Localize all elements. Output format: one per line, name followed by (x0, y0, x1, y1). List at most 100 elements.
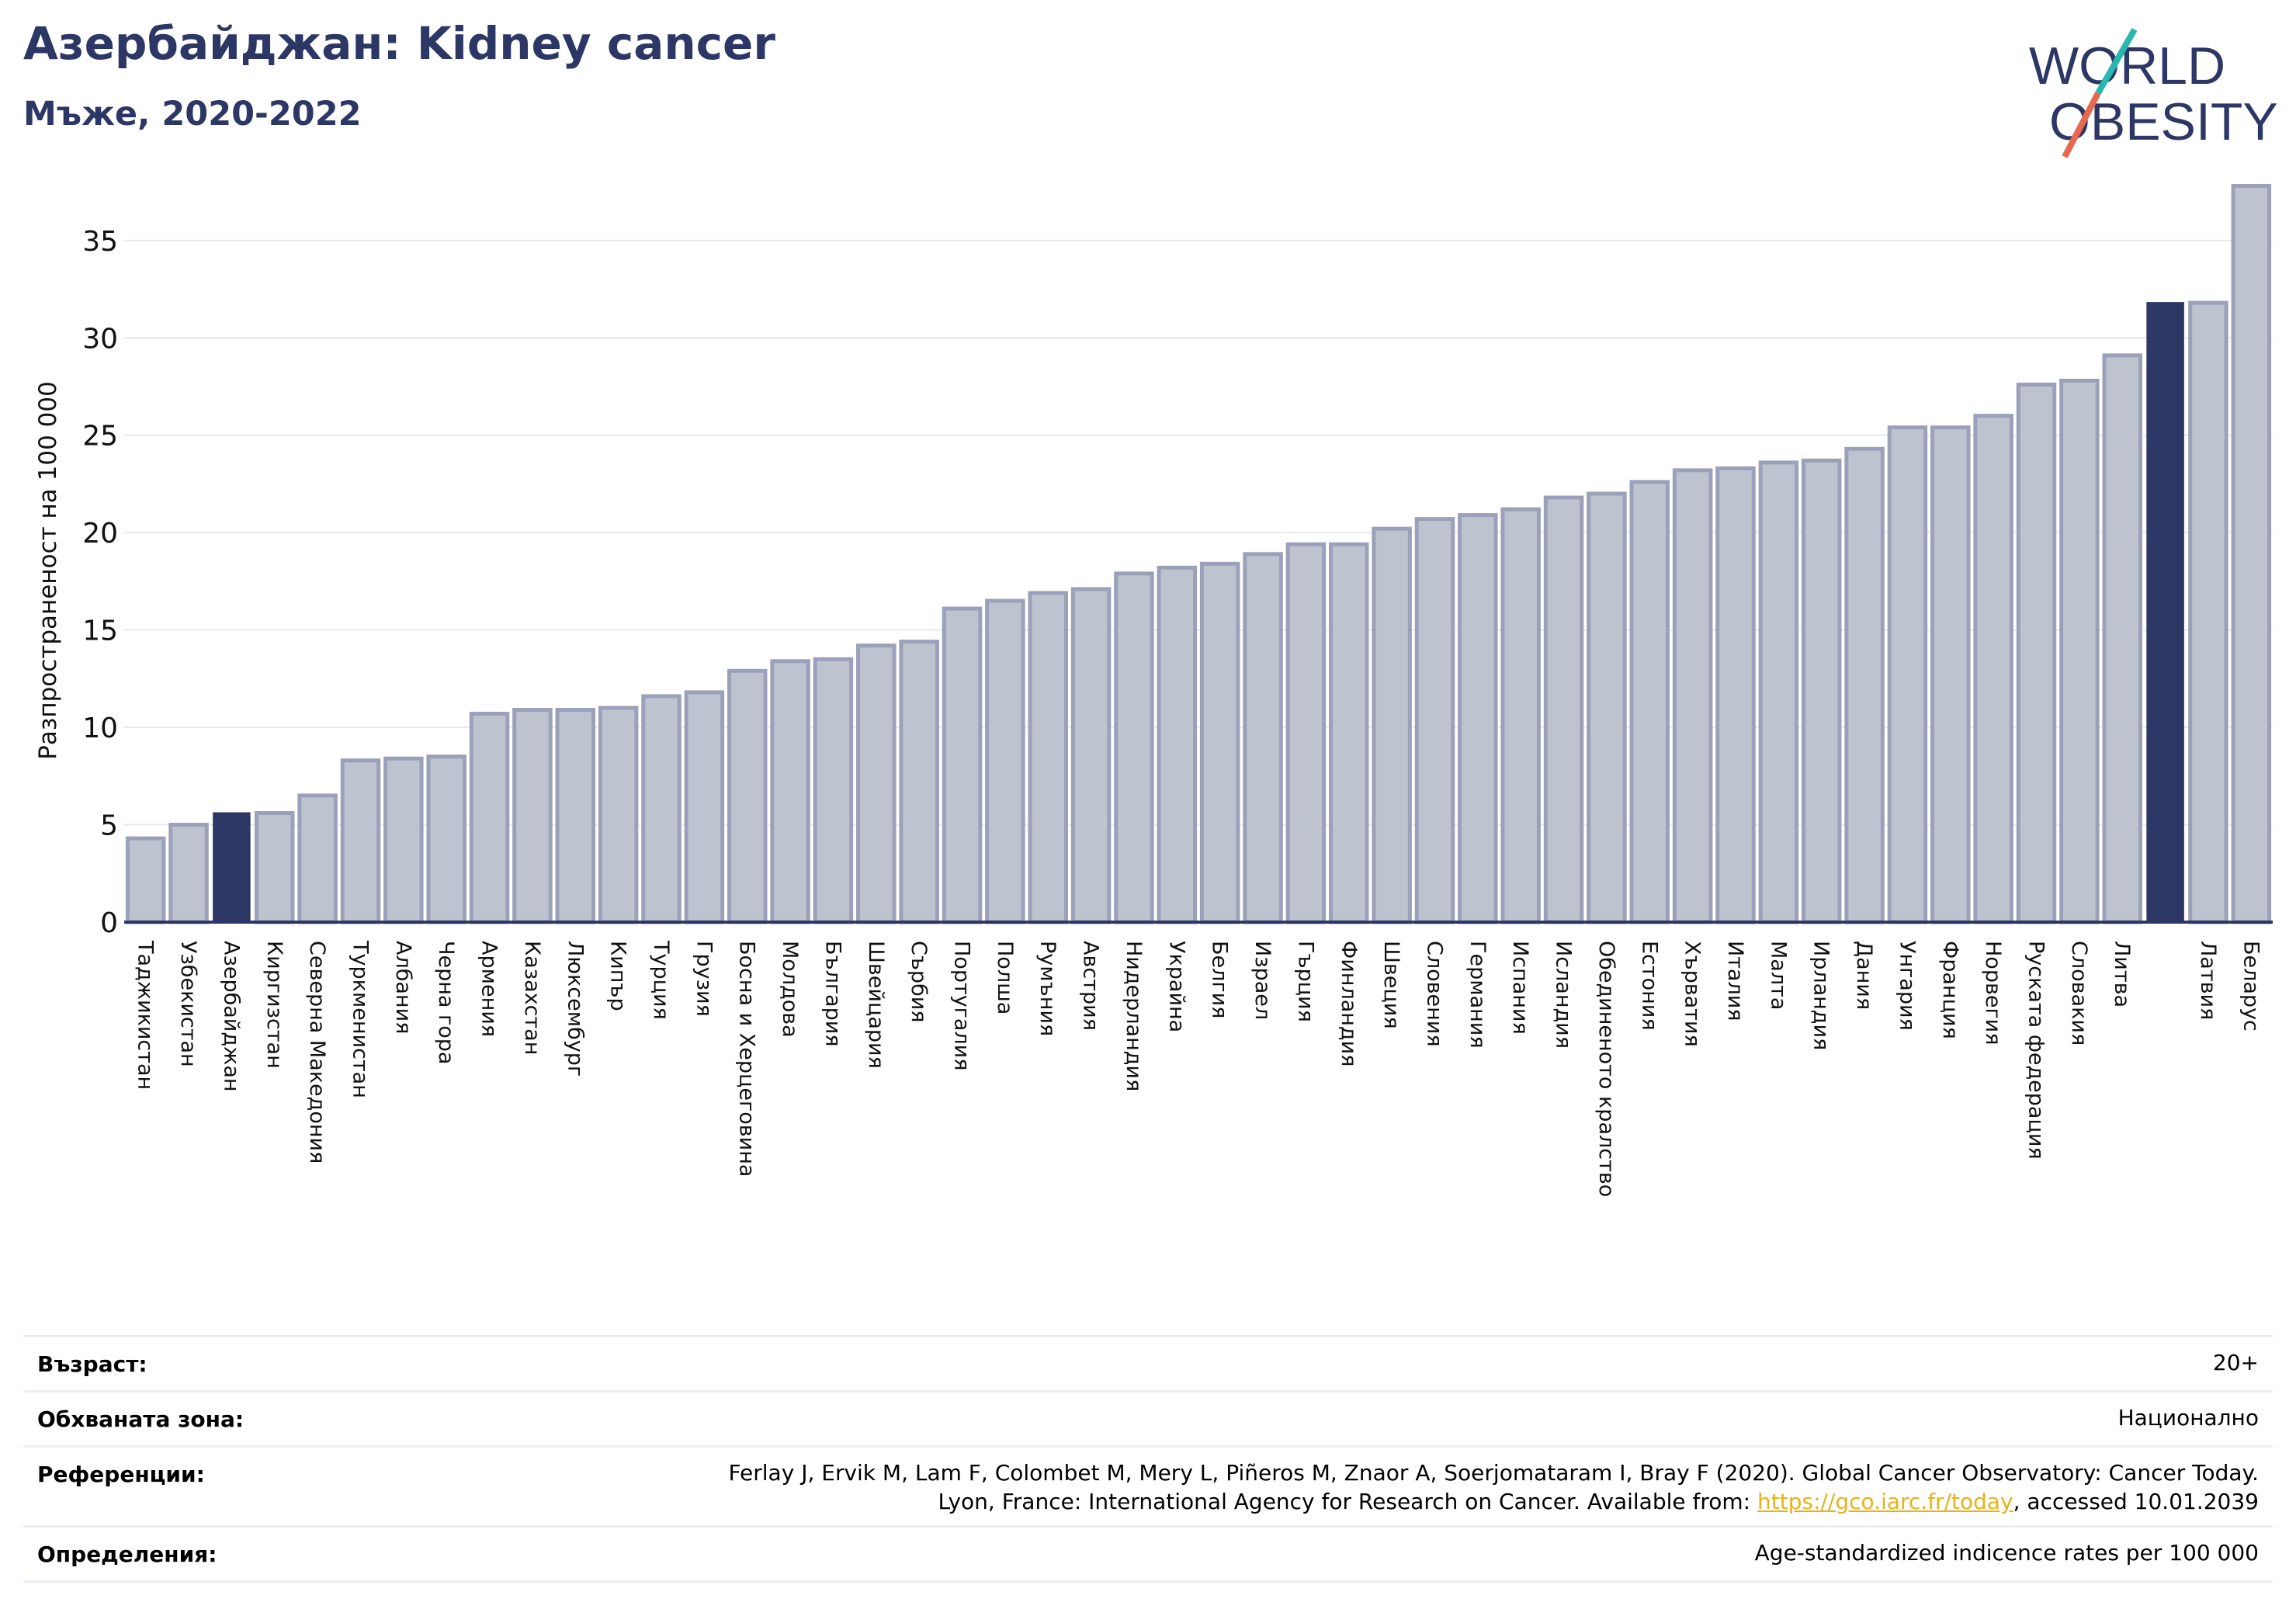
bar (555, 708, 596, 924)
x-tick-label: Испания (1508, 941, 1532, 1035)
x-tick-label: Германия (1465, 941, 1490, 1049)
bar (641, 694, 682, 924)
bar (1114, 571, 1154, 924)
x-tick-label: Дания (1852, 941, 1876, 1010)
x-tick-label: Босна и Херцеговина (735, 941, 759, 1177)
bar (1887, 425, 1928, 924)
x-tick-label: Обединеното кралство (1594, 941, 1618, 1197)
x-tick-label: Италия (1723, 941, 1747, 1021)
chart-title: Азербайджан: Kidney cancer (23, 17, 775, 70)
x-tick-label: Армения (477, 941, 501, 1037)
bar (1243, 552, 1283, 924)
bar (684, 690, 725, 924)
x-tick-label: Украйна (1164, 941, 1188, 1032)
y-tick-label: 15 (82, 616, 118, 647)
bar (1715, 466, 1756, 924)
x-tick-label: Руската федерация (2024, 941, 2048, 1160)
x-tick-label: Сърбия (907, 941, 931, 1023)
bar (2102, 353, 2142, 924)
x-tick-label: Азербайджан (219, 941, 243, 1092)
x-tick-label: Кипър (606, 941, 630, 1011)
bar (426, 754, 466, 924)
y-tick-label: 20 (82, 518, 118, 550)
chart-subtitle: Мъже, 2020-2022 (23, 95, 362, 134)
bar (1758, 460, 1799, 924)
bar (340, 758, 381, 924)
bar (1672, 468, 1713, 924)
age-label: Възраст: (37, 1351, 147, 1377)
x-tick-label: Албания (391, 941, 415, 1034)
y-tick-label: 0 (100, 907, 118, 939)
x-tick-label: Словакия (2067, 941, 2091, 1046)
x-tick-label: Узбекистан (176, 941, 200, 1067)
x-tick-label: Молдова (778, 941, 802, 1038)
x-tick-label: Румъния (1035, 941, 1060, 1036)
bar (2231, 184, 2272, 924)
bar (770, 659, 810, 924)
x-tick-label: България (820, 941, 845, 1047)
x-tick-label: Хърватия (1680, 941, 1705, 1047)
definitions-value: Age-standardized indicence rates per 100… (1754, 1540, 2259, 1566)
bar (1028, 591, 1068, 924)
y-tick-label: 10 (82, 713, 118, 744)
x-tick-label: Норвегия (1981, 941, 2005, 1045)
y-tick-label: 25 (82, 421, 118, 453)
info-table: Възраст: 20+ Обхваната зона: Национално … (23, 1335, 2273, 1583)
x-tick-label: Малта (1766, 941, 1790, 1010)
info-row-coverage: Обхваната зона: Национално (23, 1390, 2273, 1445)
bar (125, 836, 166, 924)
y-axis-label: Разпространеност на 100 000 (34, 381, 62, 760)
bar (1458, 513, 1498, 924)
x-tick-label: Таджикистан (134, 940, 158, 1090)
y-tick-label: 35 (82, 226, 118, 258)
x-tick-label: Турция (649, 940, 673, 1020)
age-value: 20+ (2212, 1350, 2259, 1375)
y-tick-label: 30 (82, 323, 118, 355)
x-tick-label: Исландия (1552, 941, 1576, 1049)
bar (469, 712, 510, 924)
bar (899, 640, 939, 924)
references-line-1: Ferlay J, Ervik M, Lam F, Colombet M, Me… (728, 1460, 2259, 1486)
bar (1500, 507, 1541, 924)
svg-text:OBESITY: OBESITY (2049, 92, 2278, 151)
bar (2059, 378, 2100, 924)
bar (1372, 526, 1412, 924)
x-tick-label: Нидерландия (1122, 941, 1146, 1091)
x-tick-label: Черна гора (434, 941, 458, 1064)
bar (727, 668, 768, 924)
bar (1587, 491, 1627, 924)
bar (1199, 561, 1240, 924)
bar-chart: 0 5 10 15 20 25 30 35 Разпространеност на 100 00… (34, 184, 2273, 1197)
y-tick-label: 5 (100, 810, 118, 842)
bar (1070, 587, 1112, 924)
x-tick-label: Латвия (2196, 941, 2220, 1020)
info-row-references: Референции: Ferlay J, Ervik M, Lam F, Co… (23, 1445, 2273, 1525)
x-tick-label: Португалия (950, 941, 974, 1070)
x-tick-label: Финландия (1337, 941, 1361, 1066)
bar (1414, 517, 1455, 924)
tick-labels: 0 5 10 15 20 25 30 35 Разпространеност на 100 00… (34, 226, 2263, 1197)
x-tick-label: Унгария (1895, 941, 1919, 1031)
x-tick-label: Северна Македония (305, 941, 329, 1163)
bar (2146, 302, 2184, 924)
x-tick-label: Швейцария (864, 941, 888, 1069)
bar (168, 823, 209, 924)
bar (1801, 458, 1842, 924)
bars (125, 184, 2272, 924)
world-obesity-logo: WORLD OBESITY (2029, 28, 2278, 158)
bar (1543, 495, 1584, 924)
bar (2188, 300, 2228, 924)
bar (942, 606, 983, 924)
references-link[interactable]: https://gco.iarc.fr/today (1757, 1489, 2013, 1514)
bar (213, 812, 251, 924)
x-tick-label: Ирландия (1809, 941, 1833, 1050)
bar (598, 706, 639, 924)
info-row-age: Възраст: 20+ (23, 1335, 2273, 1390)
x-tick-label: Литва (2110, 941, 2134, 1007)
bar (297, 793, 338, 924)
x-tick-label: Австрия (1079, 941, 1103, 1031)
bar (255, 810, 295, 924)
x-tick-label: Казахстан (520, 941, 544, 1055)
x-tick-label: Швеция (1379, 941, 1403, 1029)
bar (813, 657, 854, 924)
